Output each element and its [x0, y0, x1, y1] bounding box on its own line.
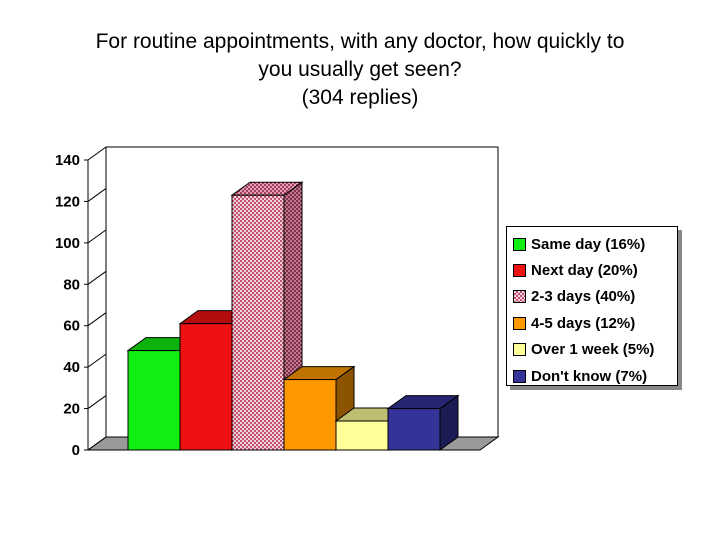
y-tick-label: 120 [55, 193, 80, 210]
y-tick-diagonal [87, 395, 107, 409]
legend-swatch [513, 290, 526, 304]
legend-swatch [513, 369, 526, 383]
legend-label: Next day (20%) [531, 262, 638, 280]
chart-title-line-3: (304 replies) [301, 86, 419, 109]
legend: Same day (16%) Next day (20%) 2-3 days (40… [506, 226, 678, 386]
y-tick-label: 100 [55, 235, 80, 252]
y-tick-diagonal [87, 436, 107, 451]
legend-swatch [513, 343, 526, 357]
legend-label: Same day (16%) [531, 235, 646, 253]
legend-item: Don't know (7%) [507, 363, 677, 389]
legend-label: 2-3 days (40%) [531, 288, 636, 306]
legend-label: Don't know (7%) [531, 367, 648, 385]
y-tick-diagonal [87, 188, 107, 202]
bar-front [179, 323, 233, 451]
bar-front [231, 194, 285, 451]
y-tick-label: 20 [63, 401, 80, 418]
y-axis: 0 20 40 60 80 100 120 140 [55, 146, 107, 459]
bar-front [387, 408, 441, 451]
y-tick-label: 40 [63, 359, 80, 376]
legend-item: 4-5 days (12%) [507, 310, 677, 336]
y-tick-label: 140 [55, 152, 80, 169]
y-tick-diagonal [87, 146, 107, 161]
y-tick-diagonal [87, 270, 107, 285]
y-tick-diagonal [87, 312, 107, 327]
y-tick-label: 80 [63, 276, 80, 293]
chart-title-line-1: For routine appointments, with any docto… [95, 30, 625, 53]
bar-front [127, 350, 181, 451]
legend-item: Over 1 week (5%) [507, 337, 677, 363]
chart-title-line-2: you usually get seen? [258, 58, 462, 81]
y-tick-label: 60 [63, 318, 80, 335]
legend-label: Over 1 week (5%) [531, 341, 655, 359]
bars [126, 181, 460, 451]
legend-swatch [513, 316, 526, 330]
legend-item: Same day (16%) [507, 231, 677, 257]
bar-front [335, 420, 389, 451]
bar-front [283, 379, 337, 451]
legend-swatch [513, 237, 526, 251]
y-tick-label: 0 [72, 442, 80, 459]
legend-swatch [513, 264, 526, 278]
y-tick-diagonal [87, 353, 107, 368]
y-tick-diagonal [87, 229, 107, 244]
legend-item: 2-3 days (40%) [507, 284, 677, 310]
bar-6 [386, 394, 460, 451]
legend-item: Next day (20%) [507, 257, 677, 283]
chart-title: For routine appointments, with any docto… [40, 28, 680, 112]
legend-label: 4-5 days (12%) [531, 314, 636, 332]
